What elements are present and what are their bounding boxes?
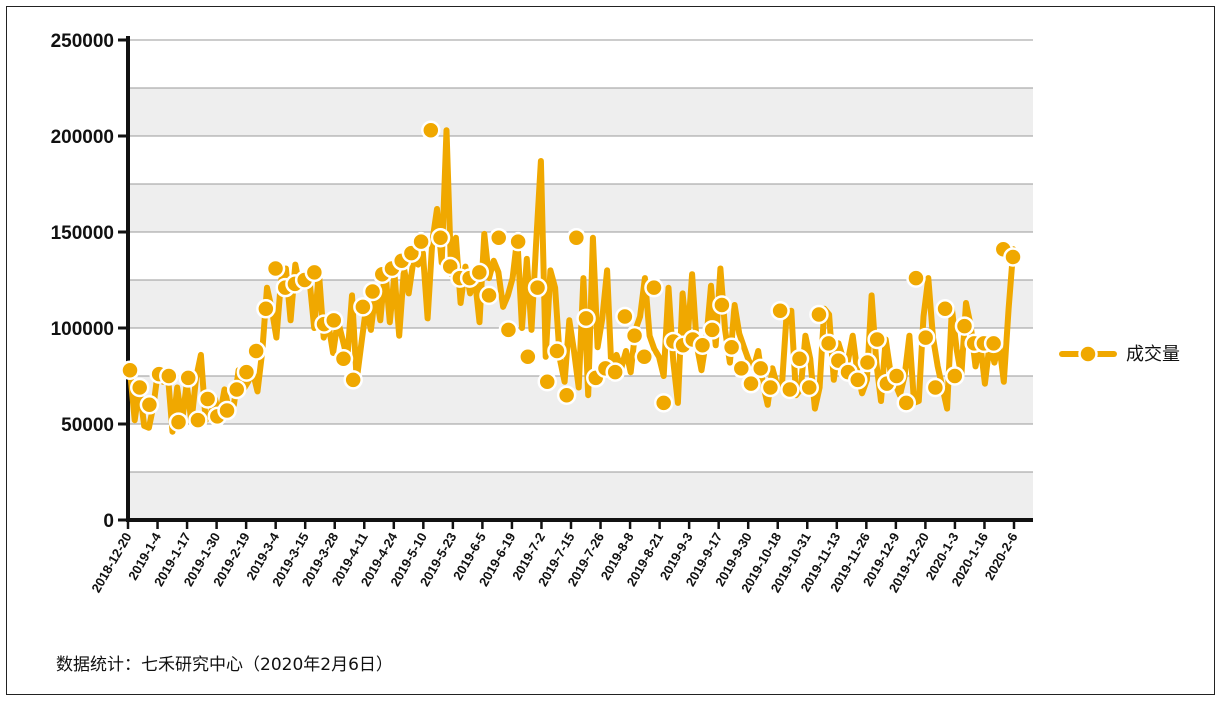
data-point [634,347,655,367]
plot-band [128,88,1033,136]
data-point [265,258,286,279]
y-tick-label: 250000 [51,31,114,52]
data-point [353,297,373,317]
data-point [906,268,926,288]
source-note: 数据统计：七禾研究中心（2020年2月6日） [56,655,393,675]
data-point [217,400,237,421]
data-point [780,379,800,400]
y-tick-label: 150000 [51,223,114,244]
plot-band [128,472,1033,520]
data-point [246,341,266,361]
data-point [935,299,955,319]
data-point [721,337,742,357]
data-point [799,377,819,398]
data-point [139,395,160,415]
data-point [421,120,441,140]
data-point [547,341,567,361]
data-point [818,333,839,354]
y-tick-label: 100000 [51,319,114,340]
data-point [702,320,722,340]
x-tick-label: 2018-12-20 [88,530,134,595]
data-point [129,377,150,398]
data-point [886,366,907,386]
data-point [324,310,344,331]
data-point [362,281,383,302]
data-point [692,335,713,356]
data-point [469,262,490,283]
data-point [770,300,790,321]
data-point [712,295,732,315]
data-point [615,306,635,327]
data-point [750,358,771,379]
data-point [847,370,868,390]
data-point [518,347,538,367]
data-point [896,393,917,413]
data-point [508,231,528,252]
data-point [809,304,829,325]
data-point [159,366,179,386]
data-point [653,393,674,413]
data-point [741,373,761,394]
data-point [333,348,354,369]
data-point [178,368,198,388]
data-point [498,320,519,340]
data-point [644,277,664,298]
y-tick-label: 50000 [61,415,114,436]
data-point [731,358,752,379]
data-point [760,377,781,398]
data-point [168,412,189,432]
data-point [120,360,140,380]
data-point [566,228,587,248]
plot-band [128,424,1033,472]
data-point [236,362,257,382]
data-point [256,299,276,319]
series-line [127,127,1021,435]
y-tick-label: 0 [103,511,114,532]
plot-band [128,40,1033,88]
data-point [226,379,247,400]
data-point [954,316,975,336]
data-point [789,348,810,369]
data-point [343,370,363,390]
data-point [983,333,1004,354]
data-point [188,410,208,430]
data-point [537,372,557,392]
data-point [479,285,499,306]
data-point [624,325,645,346]
plot-band [128,136,1033,184]
data-point [867,329,887,350]
data-point [915,327,936,348]
data-point [304,262,325,283]
legend-label: 成交量 [1126,344,1180,365]
data-point [197,389,218,409]
plot-band [128,184,1033,232]
data-point [605,362,625,382]
data-point [556,385,577,405]
data-point [411,231,431,252]
data-point [925,377,946,398]
data-point [945,366,965,386]
data-point [527,277,548,298]
legend-marker [1078,344,1098,364]
data-point [430,228,451,248]
data-point [1003,247,1023,267]
data-point [576,308,596,329]
chart-frame [6,6,1215,695]
data-point [488,228,509,248]
y-tick-label: 200000 [51,127,114,148]
data-point [857,352,878,373]
